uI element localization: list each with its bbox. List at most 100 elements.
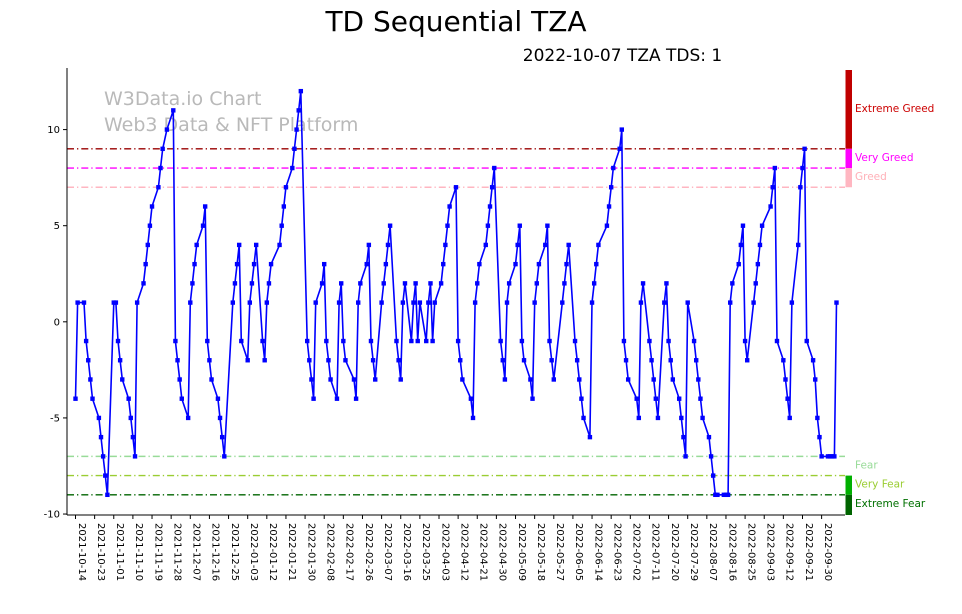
tds-marker: [587, 434, 593, 440]
tds-marker: [132, 454, 138, 459]
tds-marker: [817, 434, 822, 440]
x-tick-label: 2021-12-16: [210, 523, 221, 581]
tds-marker: [711, 473, 716, 478]
tds-marker: [566, 242, 571, 248]
tds-marker: [759, 223, 765, 228]
x-tick-label: 2022-09-03: [765, 523, 776, 581]
x-tick-label: 2022-06-23: [611, 523, 622, 581]
tds-marker: [745, 358, 750, 363]
tds-marker: [768, 204, 773, 209]
tds-marker: [549, 358, 554, 363]
zone-bar: [845, 70, 852, 149]
tds-marker: [742, 338, 748, 344]
tds-marker: [311, 396, 316, 401]
tds-marker: [606, 204, 612, 209]
tds-marker: [105, 492, 110, 498]
tds-marker: [487, 204, 493, 209]
tds-marker: [179, 396, 184, 401]
tds-marker: [798, 185, 803, 190]
tds-marker: [232, 281, 238, 286]
x-tick-label: 2022-04-30: [497, 523, 508, 581]
tds-marker: [500, 358, 505, 363]
tds-marker: [700, 415, 705, 421]
tds-marker: [621, 338, 627, 344]
tds-marker: [253, 242, 259, 248]
zone-bar: [845, 168, 852, 188]
tds-marker: [460, 377, 465, 382]
tds-marker: [281, 204, 287, 209]
tds-marker: [202, 204, 208, 209]
tds-marker: [192, 261, 197, 267]
x-tick-label: 2022-06-05: [573, 523, 584, 581]
tds-marker: [298, 88, 304, 94]
x-tick-label: 2022-01-21: [286, 523, 297, 581]
tds-marker: [205, 338, 210, 344]
tds-marker: [262, 358, 267, 363]
tds-marker: [234, 261, 240, 267]
x-tick-label: 2022-07-29: [688, 523, 699, 581]
tds-marker: [207, 358, 212, 363]
tds-marker: [649, 358, 654, 363]
tds-marker: [668, 358, 673, 363]
x-tick-label: 2022-09-12: [784, 523, 795, 581]
tds-marker: [373, 377, 378, 382]
tds-marker: [296, 108, 301, 113]
tds-marker: [485, 223, 491, 228]
tds-marker: [126, 396, 131, 401]
tds-marker: [443, 242, 448, 248]
x-tick-label: 2022-02-08: [325, 523, 336, 581]
tds-marker: [324, 338, 329, 344]
tds-marker: [268, 261, 274, 267]
tds-marker: [813, 377, 818, 382]
tds-marker: [521, 358, 527, 363]
tds-marker: [625, 377, 631, 382]
tds-marker: [810, 358, 816, 363]
tds-marker: [117, 358, 123, 363]
tds-marker: [781, 358, 786, 363]
tds-marker: [800, 165, 805, 171]
tds-marker: [424, 338, 429, 344]
tds-marker: [309, 377, 314, 382]
tds-marker: [319, 281, 325, 286]
zone-label: Extreme Fear: [855, 498, 926, 510]
x-tick-label: 2022-01-30: [305, 523, 316, 581]
tds-marker: [200, 223, 206, 228]
tds-marker: [572, 338, 578, 344]
tds-marker: [400, 300, 406, 305]
tds-marker: [75, 300, 80, 305]
tds-marker: [249, 281, 255, 286]
tds-marker: [383, 261, 389, 267]
tds-marker: [175, 358, 180, 363]
tds-marker: [483, 242, 488, 248]
zone-label: Very Greed: [855, 152, 914, 164]
tds-marker: [681, 434, 686, 440]
tds-marker: [341, 338, 346, 344]
tds-marker: [279, 223, 284, 228]
x-tick-label: 2022-01-12: [267, 523, 278, 581]
tds-marker: [453, 185, 459, 190]
tds-marker: [708, 454, 714, 459]
zone-bar: [845, 148, 852, 169]
tds-marker: [305, 338, 310, 344]
tds-marker: [264, 300, 270, 305]
tds-marker: [215, 396, 221, 401]
tds-marker: [120, 377, 125, 382]
tds-marker: [640, 281, 646, 286]
tds-marker: [447, 204, 452, 209]
x-tick-label: 2022-07-11: [650, 523, 661, 581]
tds-marker: [468, 396, 474, 401]
tds-marker: [519, 338, 525, 344]
tds-marker: [698, 396, 703, 401]
tds-marker: [504, 300, 510, 305]
zone-label: Extreme Greed: [855, 103, 934, 115]
tds-marker: [86, 358, 91, 363]
tds-marker: [666, 338, 671, 344]
x-tick-label: 2022-03-16: [401, 523, 412, 581]
tds-marker: [379, 300, 384, 305]
tds-marker: [543, 242, 548, 248]
tds-marker: [832, 454, 837, 459]
tds-marker: [294, 127, 299, 132]
tds-marker: [506, 281, 512, 286]
tds-marker: [130, 434, 136, 440]
